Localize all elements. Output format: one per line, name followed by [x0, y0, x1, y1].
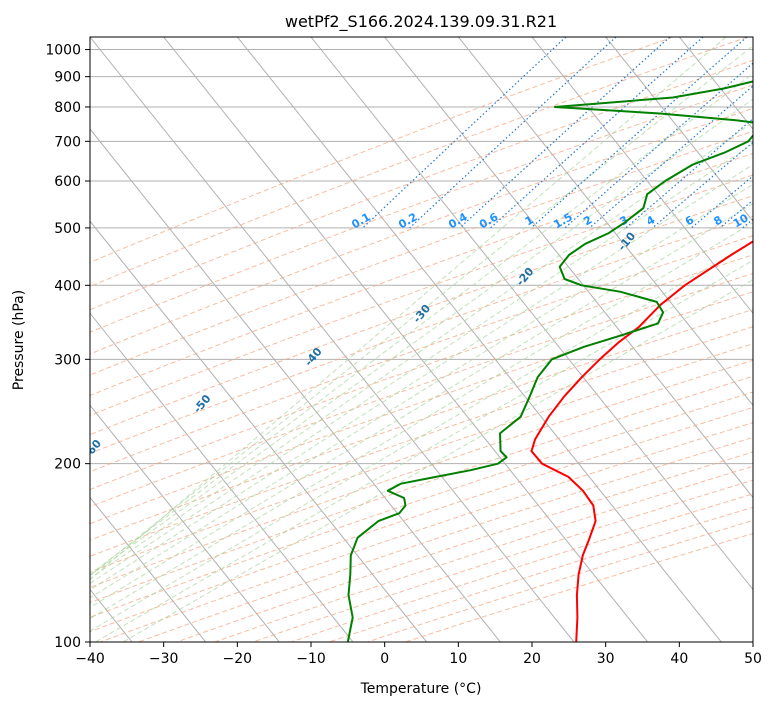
- y-tick-label: 600: [54, 174, 81, 190]
- dry-adiabat-line: [90, 359, 753, 588]
- y-tick-label: 400: [54, 278, 81, 294]
- y-tick-label: 500: [54, 221, 81, 237]
- mixing-ratio-line: [690, 175, 753, 229]
- isotherm-line: [90, 496, 207, 642]
- chart-title: wetPf2_S166.2024.139.09.31.R21: [285, 12, 557, 32]
- x-tick-label: 30: [597, 651, 615, 667]
- x-tick-label: −10: [296, 651, 326, 667]
- x-tick-label: 50: [744, 651, 762, 667]
- dry-adiabat-line: [90, 37, 673, 263]
- isotherm-line: [457, 37, 753, 407]
- dry-adiabat-line: [176, 451, 753, 642]
- y-tick-label: 1000: [45, 43, 81, 59]
- mixing-ratio-line: [459, 37, 671, 229]
- x-axis-label: Temperature (°C): [360, 681, 482, 697]
- x-tick-label: −20: [223, 651, 253, 667]
- isotherm-line: [90, 312, 354, 642]
- x-tick-label: 20: [523, 651, 541, 667]
- dry-adiabat-line: [90, 343, 753, 573]
- dry-adiabat-line: [90, 59, 753, 311]
- dry-adiabat-line: [90, 235, 753, 473]
- y-tick-label: 800: [54, 100, 81, 116]
- isotherm-line: [605, 37, 753, 222]
- dry-adiabat-line: [214, 465, 753, 642]
- x-tick-label: −30: [149, 651, 179, 667]
- temperature-line: [530, 240, 753, 642]
- dry-adiabat-line: [90, 254, 753, 491]
- moist-adiabat-line: [90, 163, 753, 591]
- y-tick-label: 200: [54, 457, 81, 473]
- background-lines: [90, 37, 753, 642]
- moist-adiabat-line: [90, 45, 753, 577]
- plot-area: 0.10.20.40.611.52346810131620253036-100-…: [89, 36, 754, 643]
- y-axis-label: Pressure (hPa): [11, 290, 27, 390]
- dry-adiabat-line: [90, 84, 753, 333]
- dry-adiabat-line: [100, 422, 753, 642]
- mixing-ratio-line: [564, 62, 753, 229]
- isotherm-line: [531, 37, 753, 315]
- moist-adiabat-line: [90, 203, 753, 609]
- y-tick-label: 900: [54, 70, 81, 86]
- dry-adiabat-line: [138, 436, 753, 642]
- moist-adiabat-line: [95, 259, 753, 642]
- dry-adiabat-line: [90, 130, 753, 376]
- dry-adiabat-line: [90, 195, 753, 436]
- y-axis: 100 200 300 400 500 600 700 800 900 1000: [45, 43, 90, 651]
- dry-adiabat-line: [90, 107, 753, 355]
- isotherm-line: [90, 128, 501, 642]
- moist-adiabat-line: [90, 143, 753, 585]
- y-tick-label: 700: [54, 134, 81, 150]
- x-tick-label: 0: [380, 651, 389, 667]
- dewpoint-line: [346, 80, 753, 642]
- y-tick-label: 100: [54, 635, 81, 651]
- x-tick-label: 40: [670, 651, 688, 667]
- isotherm-line: [236, 37, 722, 642]
- dry-adiabat-line: [90, 152, 753, 397]
- mixing-ratio-line: [625, 117, 753, 229]
- x-axis: −40 −30 −20 −10 0 10 20 30 40 50: [75, 642, 762, 667]
- mixing-ratio-line: [362, 37, 567, 229]
- mixing-ratio-line: [409, 37, 617, 229]
- dry-adiabat-line: [90, 37, 748, 288]
- isotherm-line: [163, 37, 649, 642]
- x-tick-label: 10: [449, 651, 467, 667]
- isotherm-line: [90, 37, 575, 642]
- dry-adiabat-line: [90, 326, 753, 557]
- moist-adiabat-line: [90, 183, 753, 599]
- mixing-ratio-line: [530, 37, 748, 229]
- moist-adiabat-line: [122, 279, 753, 642]
- plot-frame: [89, 36, 754, 643]
- moist-adiabat-line: [90, 240, 753, 632]
- isotherm-line: [90, 220, 428, 642]
- dry-adiabat-line: [90, 272, 753, 508]
- moist-adiabat-line: [90, 73, 753, 576]
- moist-adiabat-line: [90, 98, 753, 577]
- y-tick-label: 300: [54, 352, 81, 368]
- sounding-series: [346, 80, 753, 642]
- x-tick-label: −40: [75, 651, 105, 667]
- dry-adiabat-line: [405, 532, 753, 642]
- moist-adiabat-line: [90, 121, 753, 580]
- moist-adiabat-line: [90, 37, 727, 581]
